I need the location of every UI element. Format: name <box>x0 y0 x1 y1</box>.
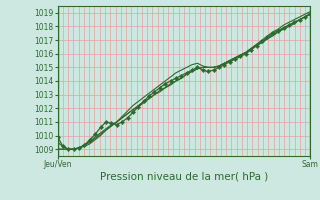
X-axis label: Pression niveau de la mer( hPa ): Pression niveau de la mer( hPa ) <box>100 172 268 182</box>
